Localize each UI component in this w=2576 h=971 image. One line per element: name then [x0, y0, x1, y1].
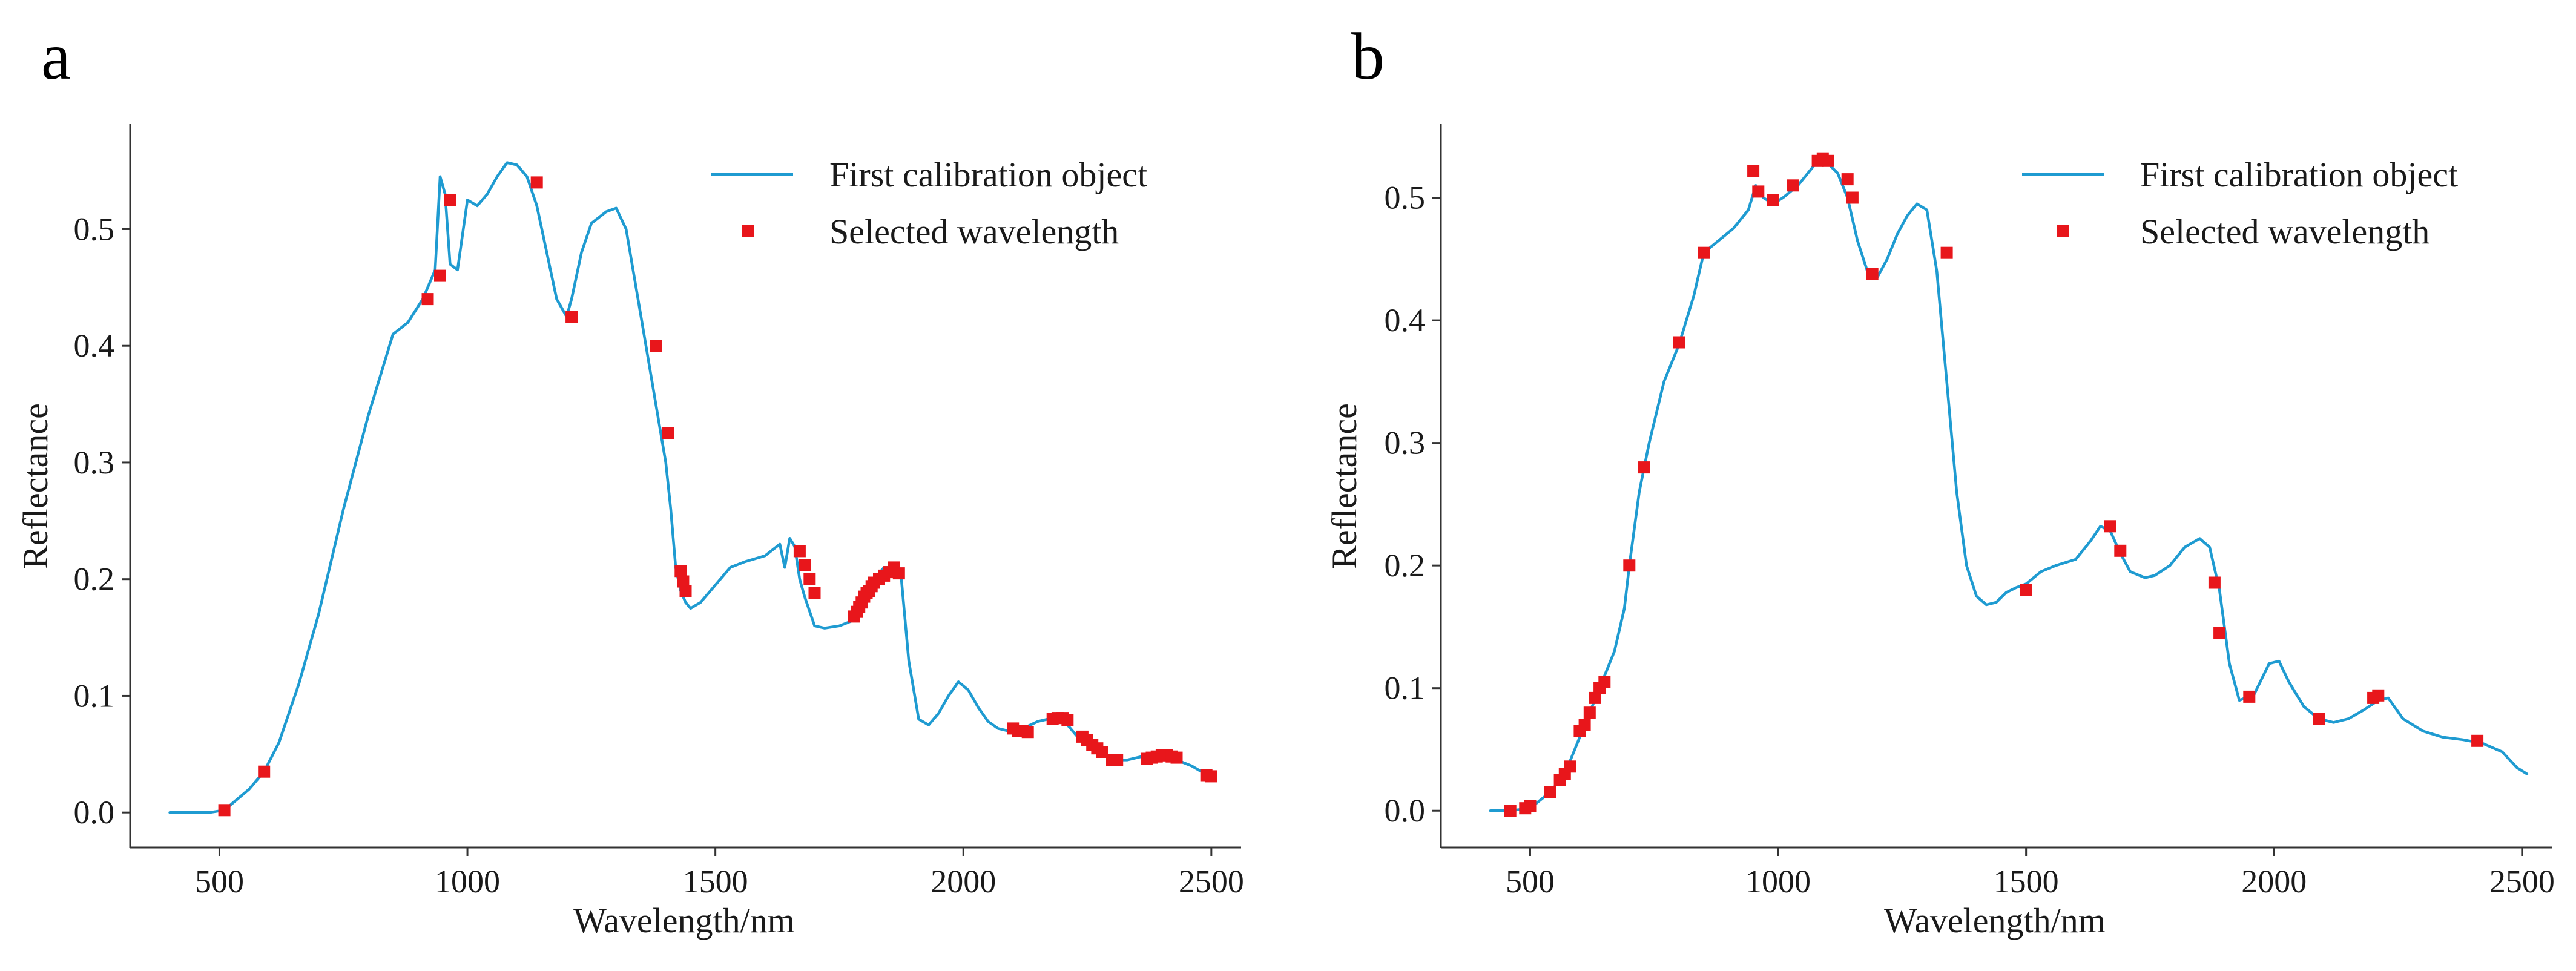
panel-b-legend-label-line: First calibration object — [2140, 155, 2458, 194]
a-xtick-label-4: 2500 — [1179, 863, 1244, 900]
b-ytick-label-0: 0.0 — [1385, 792, 1426, 829]
a-selected-wavelength-marker — [530, 176, 543, 189]
a-ytick-label-1: 0.1 — [74, 677, 115, 714]
panel-a-xlabel: Wavelength/nm — [573, 901, 795, 940]
b-xtick-label-2: 1500 — [1994, 863, 2059, 900]
b-selected-wavelength-marker — [2114, 544, 2127, 557]
b-ytick-label-2: 0.2 — [1385, 547, 1426, 584]
b-selected-wavelength-marker — [2243, 690, 2256, 703]
b-selected-wavelength-marker — [1846, 191, 1859, 204]
b-selected-wavelength-marker — [1747, 165, 1760, 177]
b-selected-wavelength-marker — [1866, 268, 1879, 280]
a-xtick-label-0: 500 — [195, 863, 244, 900]
a-ytick-label-5: 0.5 — [74, 211, 115, 247]
b-xtick-label-4: 2500 — [2489, 863, 2555, 900]
a-selected-wavelength-marker — [1061, 714, 1074, 726]
panel-b-plot — [1489, 152, 2529, 817]
a-selected-wavelength-marker — [650, 340, 662, 352]
panel-b-ticks: 500 1000 1500 2000 2500 0.0 0.1 0.2 0.3 0.4 0.5 — [1385, 180, 2555, 900]
b-selected-wavelength-marker — [1822, 154, 1834, 167]
panel-a-ticks: 500 1000 1500 2000 2500 0.0 0.1 0.2 0.3 0.4 0.5 — [74, 211, 1244, 900]
a-ytick-label-3: 0.3 — [74, 444, 115, 481]
b-selected-wavelength-marker — [1940, 246, 1953, 259]
b-selected-wavelength-marker — [2372, 689, 2385, 702]
panel-b: b 500 1000 1500 2000 25000.00.10.20.30.40.5 … — [1325, 19, 2555, 940]
b-selected-wavelength-marker — [1504, 805, 1517, 817]
b-selected-wavelength-marker — [1524, 800, 1537, 812]
b-selected-wavelength-marker — [1578, 719, 1591, 731]
panel-a-ylabel: Reflectance — [16, 403, 55, 569]
a-selected-wavelength-marker — [808, 587, 821, 599]
panel-b-xlabel: Wavelength/nm — [1884, 901, 2106, 940]
b-selected-wavelength-marker — [1638, 461, 1650, 474]
a-selected-wavelength-marker — [1096, 746, 1108, 758]
panel-b-ylabel: Reflectance — [1325, 403, 1364, 569]
a-selected-wavelength-marker — [803, 573, 816, 585]
b-reflectance-line — [1489, 159, 2529, 812]
a-xtick-label-3: 2000 — [931, 863, 996, 900]
a-selected-wavelength-marker — [565, 311, 578, 323]
a-selected-wavelength-marker — [677, 575, 690, 588]
b-selected-wavelength-marker — [1787, 179, 1799, 192]
a-selected-wavelength-marker — [421, 293, 434, 306]
b-ytick-label-1: 0.1 — [1385, 670, 1426, 706]
a-selected-wavelength-marker — [1111, 754, 1124, 766]
b-selected-wavelength-marker — [1564, 760, 1576, 773]
panel-a-legend-marker-swatch — [742, 225, 754, 237]
b-selected-wavelength-marker — [2213, 627, 2226, 639]
a-xtick-label-2: 1500 — [683, 863, 748, 900]
a-selected-wavelength-marker — [1170, 751, 1183, 764]
panel-label-b: b — [1351, 19, 1385, 93]
a-selected-wavelength-marker — [1205, 770, 1217, 783]
b-ytick-label-4: 0.4 — [1385, 302, 1426, 338]
b-selected-wavelength-marker — [2208, 576, 2221, 589]
b-selected-wavelength-marker — [1841, 173, 1854, 186]
a-selected-wavelength-marker — [679, 585, 692, 597]
b-selected-wavelength-marker — [1589, 691, 1601, 704]
b-ytick-label-5: 0.5 — [1385, 180, 1426, 216]
panel-a-legend: First calibration object Selected wavele… — [711, 155, 1147, 251]
b-selected-wavelength-marker — [2313, 713, 2325, 725]
b-selected-wavelength-marker — [1767, 194, 1779, 206]
a-ytick-label-0: 0.0 — [74, 794, 115, 831]
a-selected-wavelength-marker — [434, 269, 446, 282]
panel-a-legend-label-markers: Selected wavelength — [829, 212, 1119, 251]
panel-label-a: a — [41, 19, 71, 93]
a-selected-wavelength-marker — [892, 567, 905, 580]
panel-a-legend-label-line: First calibration object — [829, 155, 1147, 194]
b-selected-wavelength-marker — [1583, 706, 1596, 719]
b-ytick-label-3: 0.3 — [1385, 425, 1426, 461]
b-selected-wavelength-marker — [2020, 584, 2032, 596]
b-selected-wavelength-marker — [1752, 185, 1765, 198]
a-selected-wavelength-marker — [444, 194, 456, 206]
b-selected-wavelength-marker — [1623, 559, 1636, 572]
a-ytick-label-4: 0.4 — [74, 328, 115, 364]
a-selected-wavelength-marker — [662, 427, 674, 439]
panel-a-plot — [168, 161, 1217, 817]
a-selected-wavelength-marker — [793, 545, 806, 558]
panel-b-legend: First calibration object Selected wavele… — [2022, 155, 2458, 251]
b-selected-wavelength-marker — [2471, 734, 2484, 747]
b-xtick-label-3: 2000 — [2241, 863, 2307, 900]
b-xtick-label-1: 1000 — [1745, 863, 1811, 900]
a-ytick-label-2: 0.2 — [74, 561, 115, 597]
a-selected-wavelength-marker — [1021, 726, 1034, 739]
a-selected-wavelength-marker — [258, 765, 271, 778]
b-xtick-label-0: 500 — [1506, 863, 1555, 900]
a-selected-wavelength-marker — [218, 804, 231, 817]
a-reflectance-line — [168, 161, 1213, 814]
b-selected-wavelength-marker — [1544, 786, 1556, 798]
b-selected-wavelength-marker — [2104, 520, 2116, 533]
a-selected-wavelength-marker — [674, 565, 687, 578]
panel-b-legend-marker-swatch — [2057, 225, 2069, 237]
b-selected-wavelength-marker — [1598, 676, 1611, 688]
b-selected-wavelength-marker — [1673, 336, 1685, 349]
b-selected-wavelength-marker — [1698, 246, 1710, 259]
a-xtick-label-1: 1000 — [435, 863, 500, 900]
a-selected-wavelength-marker — [799, 559, 811, 571]
panel-b-legend-label-markers: Selected wavelength — [2140, 212, 2429, 251]
panel-a: a 500 1000 1500 2000 25000.00.10.20.30.40.5 … — [16, 19, 1244, 940]
